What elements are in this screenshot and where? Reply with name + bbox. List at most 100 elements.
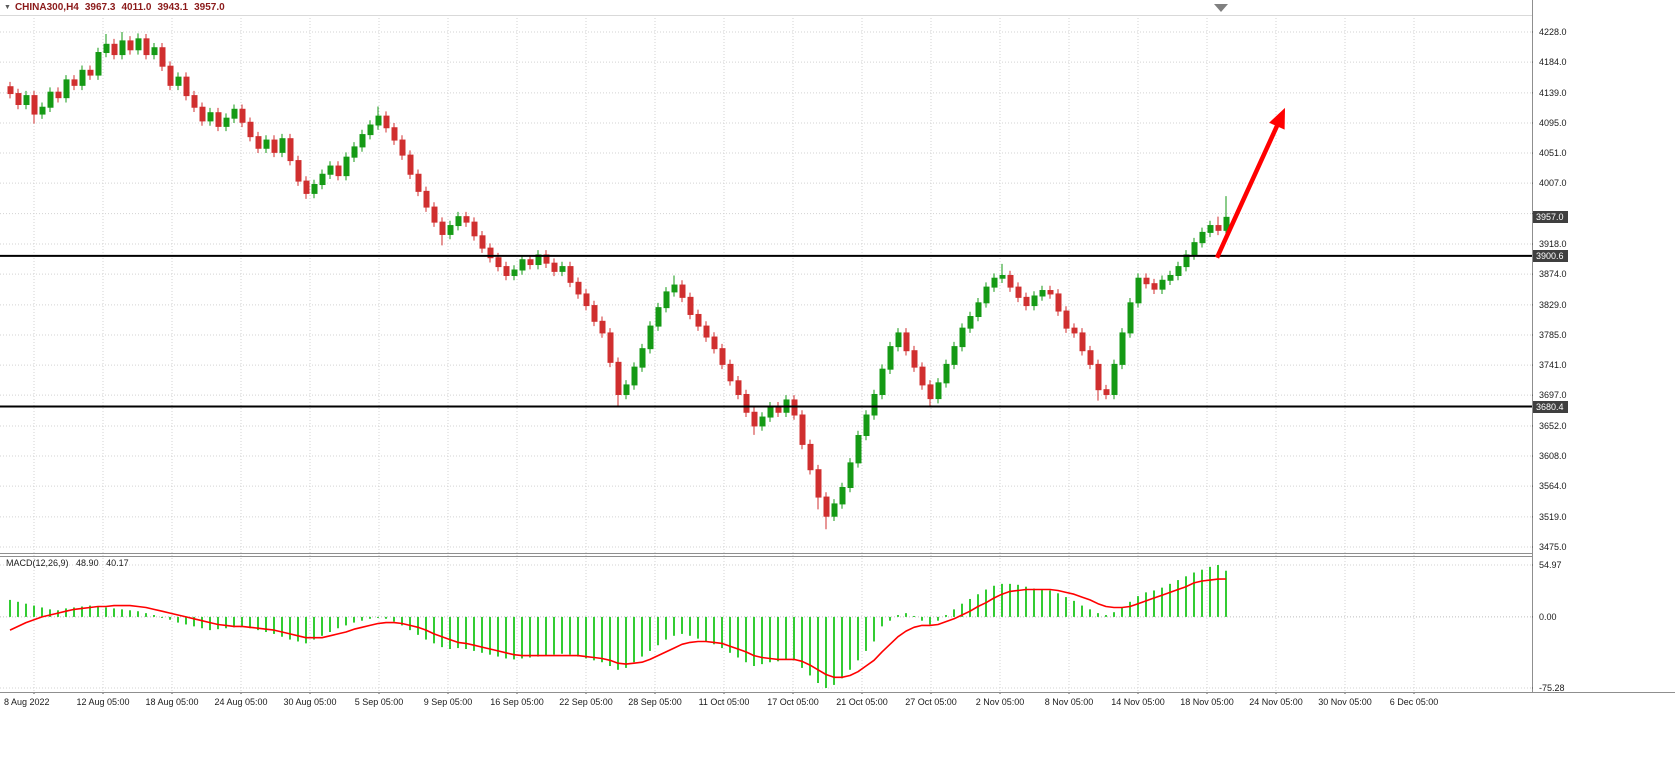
macd-histogram-bar — [209, 616, 211, 631]
candle — [463, 211, 470, 227]
chart-shift-marker-icon[interactable] — [1214, 4, 1228, 12]
candle-body — [999, 274, 1006, 279]
macd-histogram-bar — [553, 616, 555, 655]
macd-histogram-bar — [273, 616, 275, 634]
time-axis[interactable]: 8 Aug 2022 12 Aug 05:00 18 Aug 05:00 24 Aug… — [0, 694, 1675, 763]
candle — [1135, 273, 1142, 308]
candle-body — [663, 291, 670, 309]
macd-histogram-bar — [1121, 607, 1123, 617]
macd-histogram-bar — [913, 615, 915, 617]
macd-histogram-bar — [993, 585, 995, 617]
macd-signal-line — [9, 578, 1227, 679]
macd-histogram-bar — [241, 616, 243, 627]
candle — [47, 87, 54, 113]
macd-histogram-bar — [1105, 615, 1107, 617]
macd-histogram-bar — [153, 615, 155, 617]
candle — [359, 129, 366, 152]
macd-histogram-bar — [1009, 583, 1011, 617]
candle-body — [463, 216, 470, 223]
candle-body — [599, 320, 606, 334]
candle-body — [391, 127, 398, 141]
candle-body — [935, 382, 942, 400]
candle-body — [111, 43, 118, 56]
macd-histogram-bar — [745, 616, 747, 663]
macd-histogram-bar — [1033, 588, 1035, 617]
time-axis-label: 24 Nov 05:00 — [1249, 697, 1303, 707]
candle-body — [1119, 332, 1126, 365]
candle-body — [703, 325, 710, 338]
hline-tag: 3680.4 — [1533, 400, 1568, 413]
candle — [439, 217, 446, 246]
candle — [1199, 227, 1206, 248]
time-axis-label: 14 Nov 05:00 — [1111, 697, 1165, 707]
candle-body — [583, 293, 590, 307]
symbol-dropdown-icon[interactable]: ▼ — [4, 4, 11, 11]
macd-histogram-bar — [497, 616, 499, 657]
candle-body — [1063, 310, 1070, 329]
macd-histogram-bar — [1169, 583, 1171, 617]
candle — [951, 341, 958, 370]
macd-histogram-bar — [977, 594, 979, 617]
time-axis-label: 30 Aug 05:00 — [283, 697, 337, 707]
macd-histogram-bar — [1217, 565, 1219, 617]
candle-body — [983, 286, 990, 304]
macd-histogram-bar — [929, 616, 931, 625]
price-axis[interactable]: 4228.0 4184.0 4139.0 4095.0 4051.0 4007.0 3918… — [1533, 0, 1675, 692]
candle — [511, 265, 518, 281]
macd-histogram-bar — [1081, 605, 1083, 617]
candle — [1207, 220, 1214, 238]
macd-histogram-bar — [657, 616, 659, 646]
candle-body — [1071, 327, 1078, 334]
candle-body — [1039, 290, 1046, 297]
macd-histogram-bar — [1041, 589, 1043, 617]
macd-histogram-bar — [1025, 586, 1027, 617]
time-axis-label: 6 Dec 05:00 — [1389, 697, 1439, 707]
macd-histogram-bar — [673, 616, 675, 636]
macd-histogram-bar — [841, 616, 843, 679]
macd-histogram-bar — [489, 616, 491, 655]
candle — [735, 376, 742, 400]
time-axis-label: 8 Nov 05:00 — [1044, 697, 1094, 707]
candle-body — [151, 47, 158, 56]
candle-body — [127, 40, 134, 51]
candle — [447, 220, 454, 240]
candle-body — [351, 146, 358, 158]
macd-axis[interactable]: 54.97 0.00 -75.28 — [1533, 0, 1675, 763]
macd-histogram-bar — [369, 616, 371, 619]
macd-histogram-bar — [809, 616, 811, 676]
macd-histogram-bar — [121, 609, 123, 617]
macd-histogram-bar — [433, 616, 435, 644]
macd-histogram-bar — [481, 616, 483, 653]
candle — [631, 362, 638, 390]
candle-body — [799, 414, 806, 445]
macd-histogram-bar — [1049, 590, 1051, 617]
candle-body — [927, 384, 934, 400]
macd-histogram-bar — [505, 616, 507, 659]
candle — [1215, 216, 1222, 236]
candle-body — [647, 325, 654, 350]
macd-histogram-bar — [793, 616, 795, 661]
candle — [327, 161, 334, 180]
candle — [1119, 328, 1126, 370]
macd-title: MACD(12,26,9) — [6, 558, 69, 568]
macd-histogram-bar — [633, 616, 635, 663]
candle — [567, 261, 574, 288]
candle-body — [903, 332, 910, 352]
hline-tag: 3900.6 — [1533, 249, 1568, 262]
candle-body — [279, 138, 286, 153]
candle-body — [375, 115, 382, 126]
candle — [255, 131, 262, 154]
macd-histogram-bar — [233, 616, 235, 628]
price-axis-label: 4007.0 — [1539, 178, 1567, 189]
macd-histogram-bar — [1001, 583, 1003, 617]
candle-body — [39, 106, 46, 115]
trend-arrow-object[interactable] — [1214, 107, 1285, 259]
price-axis-label: 4139.0 — [1539, 87, 1567, 98]
candle-body — [335, 165, 342, 177]
candle-body — [175, 76, 182, 86]
macd-histogram-bar — [1065, 597, 1067, 617]
candle-body — [895, 332, 902, 348]
candle — [663, 287, 670, 313]
time-axis-label: 16 Sep 05:00 — [490, 697, 544, 707]
